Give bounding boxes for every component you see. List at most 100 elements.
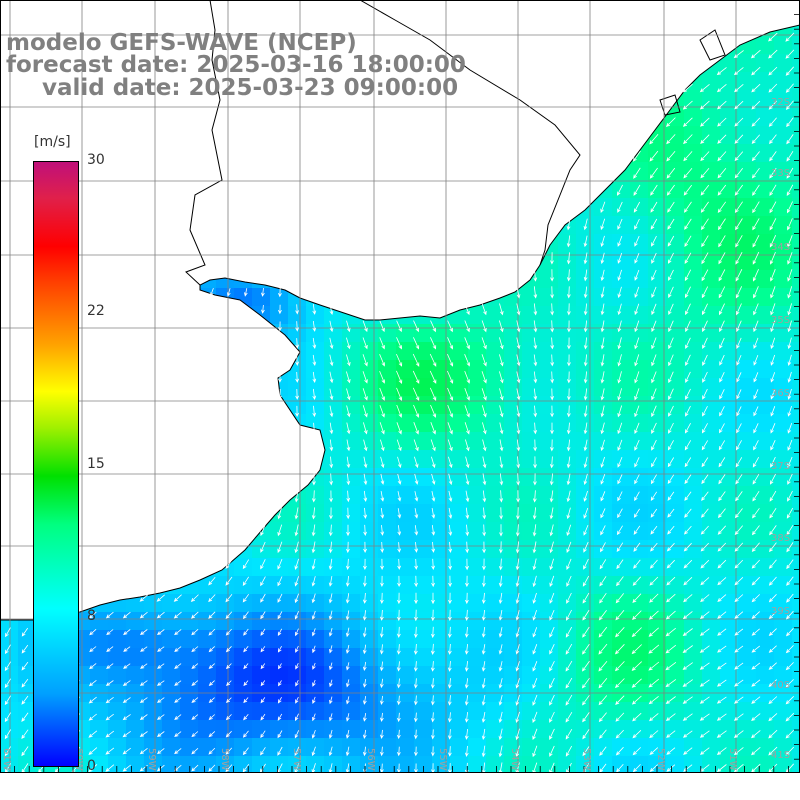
wind-arrow (666, 747, 676, 755)
wind-cell (630, 576, 649, 595)
wind-cell (540, 558, 559, 577)
wind-cell (522, 306, 541, 325)
wind-cell (702, 612, 721, 631)
wind-cell (630, 450, 649, 469)
wind-arrow (311, 507, 316, 520)
wind-arrow (634, 371, 640, 384)
wind-arrow (532, 627, 538, 638)
wind-arrow (532, 558, 537, 571)
wind-cell (774, 252, 793, 271)
wind-cell (90, 702, 109, 721)
wind-cell (216, 576, 235, 595)
wind-cell (738, 216, 757, 235)
wind-cell (378, 396, 397, 415)
wind-arrow (717, 168, 727, 179)
wind-cell (324, 342, 343, 361)
wind-arrow (311, 729, 316, 739)
wind-cell (522, 360, 541, 379)
wind-cell (216, 720, 235, 739)
wind-arrow (89, 663, 97, 670)
wind-cell (738, 450, 757, 469)
wind-arrow (414, 558, 418, 570)
wind-arrow (684, 508, 692, 518)
wind-cell (684, 558, 703, 577)
wind-cell (306, 594, 325, 613)
wind-cell (216, 648, 235, 667)
wind-cell (792, 306, 800, 325)
latitude-label: 37S (771, 461, 791, 472)
colorbar-tick-22: 22 (87, 303, 105, 319)
wind-arrow (362, 592, 367, 604)
wind-cell (126, 630, 145, 649)
wind-arrow (567, 371, 571, 384)
forecast-date: forecast date: 2025-03-16 18:00:00 (6, 52, 466, 78)
latitude-label: 36S (771, 388, 791, 399)
wind-arrow (242, 593, 250, 603)
wind-arrow (242, 559, 250, 570)
wind-arrow (277, 507, 282, 520)
wind-arrow (582, 729, 590, 740)
wind-cell (378, 324, 397, 343)
wind-cell (756, 522, 775, 541)
wind-cell (720, 576, 739, 595)
wind-cell (396, 414, 415, 433)
wind-cell (612, 666, 631, 685)
longitude-label: 56W (365, 748, 376, 771)
wind-arrow (515, 592, 520, 605)
wind-arrow (379, 627, 384, 638)
wind-cell (396, 432, 415, 451)
wind-arrow (139, 714, 148, 721)
wind-cell (504, 720, 523, 739)
wind-cell (432, 666, 451, 685)
wind-arrow (498, 558, 503, 571)
wind-cell (594, 594, 613, 613)
wind-arrow (567, 388, 571, 401)
wind-cell (306, 720, 325, 739)
wind-arrow (566, 575, 572, 587)
wind-arrow (532, 694, 538, 706)
wind-arrow (583, 541, 589, 553)
wind-cell (558, 468, 577, 487)
wind-cell (180, 612, 199, 631)
wind-cell (108, 720, 127, 739)
wind-cell (306, 360, 325, 379)
wind-arrow (565, 643, 573, 655)
wind-cell (648, 486, 667, 505)
wind-arrow (363, 558, 367, 571)
wind-cell (234, 648, 253, 667)
wind-cell (378, 576, 397, 595)
wind-arrow (465, 524, 470, 537)
wind-arrow (277, 558, 283, 570)
wind-arrow (632, 593, 642, 603)
wind-cell (486, 720, 505, 739)
wind-arrow (345, 746, 350, 757)
wind-arrow (380, 491, 385, 502)
wind-cell (648, 432, 667, 451)
wind-arrow (549, 507, 554, 520)
wind-arrow (736, 337, 742, 349)
wind-arrow (786, 593, 794, 603)
wind-cell (558, 396, 577, 415)
wind-arrow (379, 609, 384, 621)
wind-arrow (345, 644, 350, 654)
wind-arrow (566, 490, 571, 503)
wind-cell (630, 180, 649, 199)
wind-arrow (156, 594, 165, 602)
wind-arrow (21, 661, 29, 671)
wind-cell (342, 432, 361, 451)
wind-arrow (278, 663, 282, 670)
wind-arrow (633, 508, 640, 518)
colorbar (33, 161, 79, 767)
wind-arrow (412, 353, 420, 367)
wind-arrow (329, 388, 334, 401)
wind-arrow (174, 646, 182, 652)
wind-arrow (787, 388, 792, 400)
wind-arrow (617, 456, 623, 468)
wind-arrow (447, 320, 453, 333)
wind-cell (666, 162, 685, 181)
wind-arrow (716, 67, 727, 76)
wind-arrow (549, 694, 555, 706)
wind-arrow (667, 508, 675, 518)
wind-cell (342, 504, 361, 523)
